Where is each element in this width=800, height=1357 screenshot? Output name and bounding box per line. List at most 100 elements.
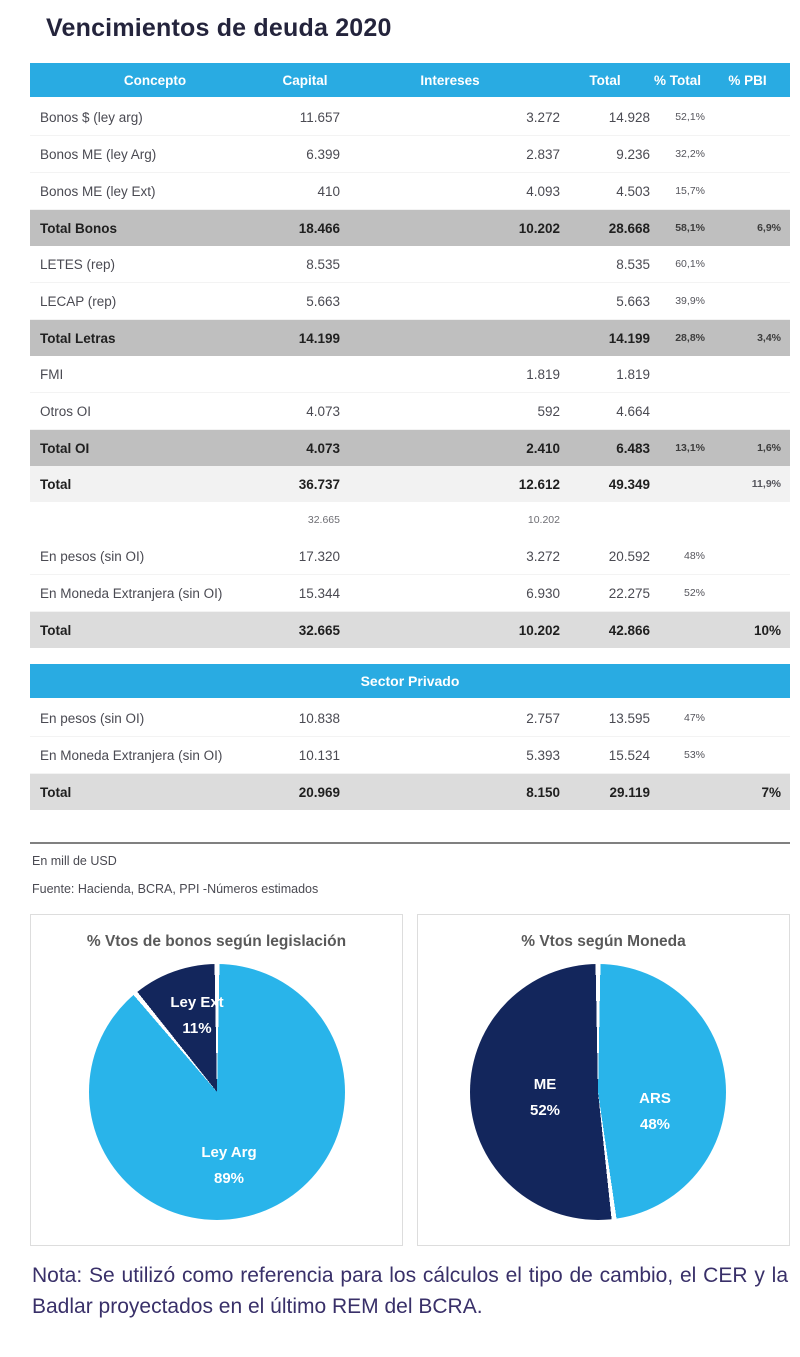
cell-total: 28.668 [608, 220, 650, 236]
cell-intereses: 1.819 [526, 366, 560, 382]
cell-intereses: 5.393 [526, 747, 560, 763]
column-header-concepto: Concepto [123, 72, 187, 88]
cell-pct-total: 48% [683, 550, 705, 562]
cell-intereses: 4.093 [526, 183, 560, 199]
cell-label: En Moneda Extranjera (sin OI) [40, 585, 223, 601]
cell-capital: 17.320 [298, 548, 340, 564]
cell-intereses: 10.202 [518, 622, 560, 638]
cell-label: Total Letras [40, 330, 116, 346]
table-row: Bonos ME (ley Ext) 410 4.093 4.503 15,7% [30, 173, 790, 210]
slice-value: 11% [182, 1020, 212, 1037]
pie-chart-moneda: ARS 48% ME 52% [470, 964, 726, 1220]
bottom-note: Nota: Se utilizó como referencia para lo… [32, 1264, 788, 1318]
sector-table-body: En pesos (sin OI) 10.838 2.757 13.595 47% En … [30, 700, 790, 810]
cell-pct-total: 52% [683, 587, 705, 599]
cell-label: Total Bonos [40, 220, 117, 236]
slice-value: 48% [639, 1116, 671, 1133]
slice-label-me: ME 52% [490, 1072, 600, 1124]
cell-pct-total: 15,7% [675, 185, 705, 197]
cell-pct-total: 28,8% [675, 332, 705, 344]
cell-total: 4.664 [616, 403, 650, 419]
cell-total: 20.592 [608, 548, 650, 564]
cell-total: 5.663 [616, 293, 650, 309]
table-row: En Moneda Extranjera (sin OI) 10.131 5.393… [30, 737, 790, 774]
cell-capital: 32.665 [307, 514, 340, 526]
slice-value: 52% [529, 1102, 561, 1119]
cell-pct-total: 47% [683, 712, 705, 724]
cell-label: FMI [40, 366, 64, 382]
cell-label: En pesos (sin OI) [40, 548, 145, 564]
cell-label: Total OI [40, 440, 90, 456]
table-row: Bonos ME (ley Arg) 6.399 2.837 9.236 32,2% [30, 136, 790, 173]
cell-capital: 6.399 [306, 146, 340, 162]
cell-total: 4.503 [616, 183, 650, 199]
cell-label: En Moneda Extranjera (sin OI) [40, 747, 223, 763]
unit-footnote: En mill de USD [32, 854, 117, 868]
table-row: En Moneda Extranjera (sin OI) 15.344 6.930… [30, 575, 790, 612]
column-header-pct-total: % Total [654, 72, 701, 88]
cell-capital: 18.466 [298, 220, 340, 236]
slice-name: ARS [639, 1090, 671, 1107]
cell-pct-pbi: 6,9% [757, 222, 781, 234]
cell-pct-total: 53% [683, 749, 705, 761]
slice-label-ars: ARS 48% [600, 1086, 710, 1138]
chart-panels: % Vtos de bonos según legislación Ley Ar… [30, 914, 790, 1246]
cell-pct-pbi: 3,4% [757, 332, 781, 344]
cell-capital: 4.073 [306, 440, 340, 456]
slice-value: 89% [213, 1170, 245, 1187]
cell-pct-total: 58,1% [675, 222, 705, 234]
slice-label-ley-ext: Ley Ext 11% [142, 990, 252, 1042]
pie-title-moneda: % Vtos según Moneda [521, 933, 686, 950]
cell-label: Total [40, 784, 72, 800]
cell-total: 1.819 [616, 366, 650, 382]
column-header-intereses: Intereses [420, 72, 480, 88]
cell-intereses: 3.272 [526, 548, 560, 564]
cell-intereses: 6.930 [526, 585, 560, 601]
cell-capital: 10.838 [298, 710, 340, 726]
pie-chart-legislacion: Ley Arg 89% Ley Ext 11% [89, 964, 345, 1220]
sector-privado-table: Sector Privado En pesos (sin OI) 10.838 2.… [30, 664, 790, 810]
cell-label: Otros OI [40, 403, 92, 419]
cell-intereses: 8.150 [526, 784, 560, 800]
cell-label: Bonos $ (ley arg) [40, 109, 143, 125]
cell-label: En pesos (sin OI) [40, 710, 145, 726]
cell-intereses: 2.410 [526, 440, 560, 456]
cell-label: Bonos ME (ley Ext) [40, 183, 156, 199]
sector-privado-header: Sector Privado [30, 664, 790, 698]
slice-label-ley-arg: Ley Arg 89% [174, 1140, 284, 1192]
cell-label: LECAP (rep) [40, 293, 117, 309]
cell-pct-total: 52,1% [675, 111, 705, 123]
cell-label: LETES (rep) [40, 256, 116, 272]
cell-intereses: 10.202 [518, 220, 560, 236]
table-row: En pesos (sin OI) 10.838 2.757 13.595 47% [30, 700, 790, 737]
column-header-total: Total [589, 72, 621, 88]
table-row: Total Letras 14.199 14.199 28,8% 3,4% [30, 320, 790, 356]
column-header-capital: Capital [282, 72, 328, 88]
cell-label: Total [40, 622, 72, 638]
cell-total: 13.595 [608, 710, 650, 726]
pie-panel-legislacion: % Vtos de bonos según legislación Ley Ar… [30, 914, 403, 1246]
cell-pct-pbi: 10% [753, 622, 781, 638]
report-page: Vencimientos de deuda 2020 Concepto Capi… [0, 14, 800, 1357]
sector-privado-title: Sector Privado [360, 673, 460, 689]
table-row: LECAP (rep) 5.663 5.663 39,9% [30, 283, 790, 320]
cell-capital: 20.969 [298, 784, 340, 800]
column-header-pct-pbi: % PBI [728, 72, 767, 88]
cell-total: 22.275 [608, 585, 650, 601]
slice-name: ME [533, 1076, 557, 1093]
cell-pct-pbi: 7% [761, 784, 781, 800]
cell-total: 14.928 [608, 109, 650, 125]
cell-total: 8.535 [616, 256, 650, 272]
cell-pct-pbi: 1,6% [757, 442, 781, 454]
cell-capital: 14.199 [298, 330, 340, 346]
cell-capital: 410 [317, 183, 340, 199]
page-title: Vencimientos de deuda 2020 [46, 14, 392, 42]
cell-capital: 4.073 [306, 403, 340, 419]
table-row: Total Bonos 18.466 10.202 28.668 58,1% 6,9% [30, 210, 790, 246]
table-row: Bonos $ (ley arg) 11.657 3.272 14.928 52,1% [30, 99, 790, 136]
cell-capital: 5.663 [306, 293, 340, 309]
slice-name: Ley Ext [170, 994, 224, 1011]
cell-label: Total [40, 476, 72, 492]
table-row: En pesos (sin OI) 17.320 3.272 20.592 48% [30, 538, 790, 575]
cell-intereses: 2.837 [526, 146, 560, 162]
